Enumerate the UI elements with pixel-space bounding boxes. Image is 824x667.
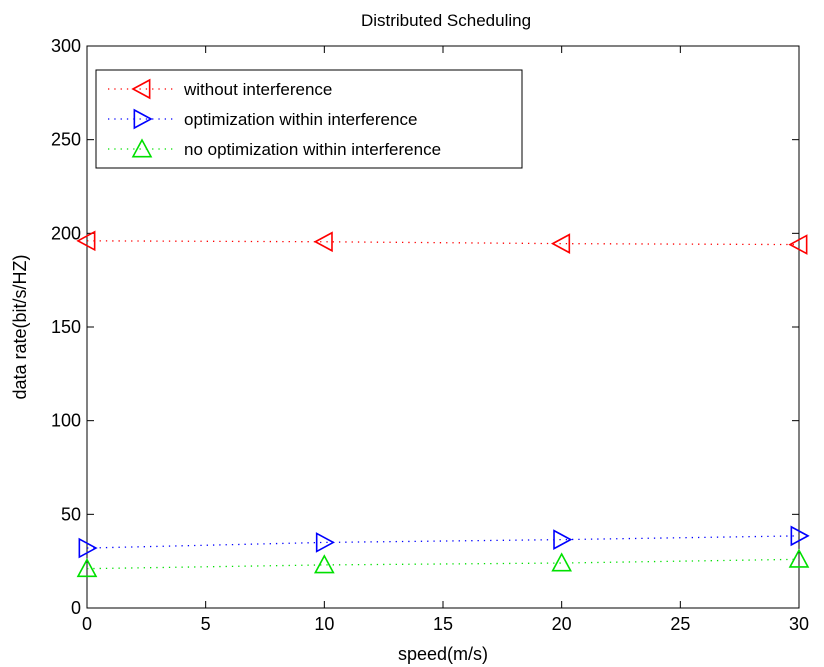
- data-point-optimization-within-interference: [78, 537, 98, 559]
- data-point-optimization-within-interference: [790, 525, 810, 547]
- legend-marker: [131, 138, 153, 158]
- y-tick-label: 150: [51, 317, 81, 337]
- data-point-without-interference: [313, 231, 333, 253]
- legend-label: without interference: [183, 80, 332, 99]
- x-tick-label: 5: [201, 614, 211, 634]
- series-line-without-interference: [86, 240, 800, 246]
- y-tick-label: 50: [61, 504, 81, 524]
- x-axis-label: speed(m/s): [398, 644, 488, 664]
- x-tick-label: 20: [552, 614, 572, 634]
- chart-title: Distributed Scheduling: [361, 11, 531, 30]
- data-point-no-optimization-within-interference: [551, 552, 573, 572]
- legend-label: optimization within interference: [184, 110, 417, 129]
- legend-marker: [131, 78, 151, 100]
- data-point-no-optimization-within-interference: [76, 557, 98, 578]
- y-tick-label: 100: [51, 411, 81, 431]
- x-tick-label: 0: [82, 614, 92, 634]
- legend-marker: [133, 108, 153, 130]
- legend-box: [95, 69, 523, 169]
- series-line-no-optimization-within-interference: [86, 558, 800, 570]
- y-axis-label: data rate(bit/s/HZ): [10, 254, 30, 399]
- x-tick-label: 30: [789, 614, 809, 634]
- data-point-without-interference: [788, 234, 808, 255]
- y-tick-label: 250: [51, 130, 81, 150]
- legend-label: no optimization within interference: [184, 140, 441, 159]
- x-tick-label: 15: [433, 614, 453, 634]
- y-tick-label: 200: [51, 223, 81, 243]
- series-group: [76, 230, 810, 578]
- data-point-optimization-within-interference: [553, 529, 573, 550]
- data-point-without-interference: [76, 230, 96, 252]
- y-tick-label: 0: [71, 598, 81, 618]
- data-point-optimization-within-interference: [315, 532, 336, 553]
- series-line-optimization-within-interference: [86, 535, 800, 549]
- data-point-without-interference: [550, 233, 571, 254]
- x-tick-label: 25: [670, 614, 690, 634]
- legend: without interference optimization within …: [95, 69, 523, 169]
- data-point-no-optimization-within-interference: [788, 548, 810, 568]
- data-point-no-optimization-within-interference: [313, 554, 335, 574]
- y-tick-label: 300: [51, 36, 81, 56]
- x-tick-label: 10: [314, 614, 334, 634]
